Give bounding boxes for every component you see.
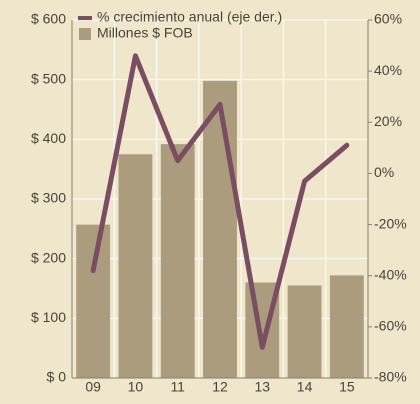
y-tick-label: $ 300 bbox=[31, 190, 66, 206]
y2-tick-label: -80% bbox=[374, 369, 407, 385]
y2-tick-label: -60% bbox=[374, 318, 407, 334]
x-tick-label: 14 bbox=[297, 379, 313, 395]
y-tick-label: $ 400 bbox=[31, 130, 66, 146]
x-tick-label: 15 bbox=[339, 379, 355, 395]
bar bbox=[329, 275, 364, 378]
x-tick-label: 10 bbox=[128, 379, 144, 395]
bar bbox=[203, 80, 237, 379]
bar bbox=[76, 224, 111, 378]
legend-swatch bbox=[79, 28, 91, 40]
x-tick-label: 11 bbox=[170, 379, 185, 395]
y-tick-label: $ 600 bbox=[31, 11, 66, 27]
y-tick-label: $ 200 bbox=[31, 249, 66, 265]
legend-label: Millones $ FOB bbox=[97, 25, 193, 41]
x-tick-label: 13 bbox=[254, 379, 270, 395]
y2-tick-label: 60% bbox=[374, 11, 402, 27]
y2-tick-label: 20% bbox=[374, 113, 402, 129]
y2-tick-label: 40% bbox=[374, 62, 402, 78]
bar bbox=[160, 144, 195, 378]
y-tick-label: $ 500 bbox=[31, 70, 66, 86]
y2-tick-label: -40% bbox=[374, 266, 407, 282]
line bbox=[90, 53, 350, 350]
bar bbox=[287, 285, 322, 378]
legend-label: % crecimiento anual (eje der.) bbox=[97, 9, 282, 25]
x-tick-label: 09 bbox=[85, 379, 101, 395]
bar bbox=[118, 154, 153, 378]
x-tick-label: 12 bbox=[212, 379, 228, 395]
y2-tick-label: 0% bbox=[374, 164, 394, 180]
y-tick-label: $ 0 bbox=[47, 369, 67, 385]
y2-tick-label: -20% bbox=[374, 215, 407, 231]
y-tick-label: $ 100 bbox=[31, 309, 66, 325]
